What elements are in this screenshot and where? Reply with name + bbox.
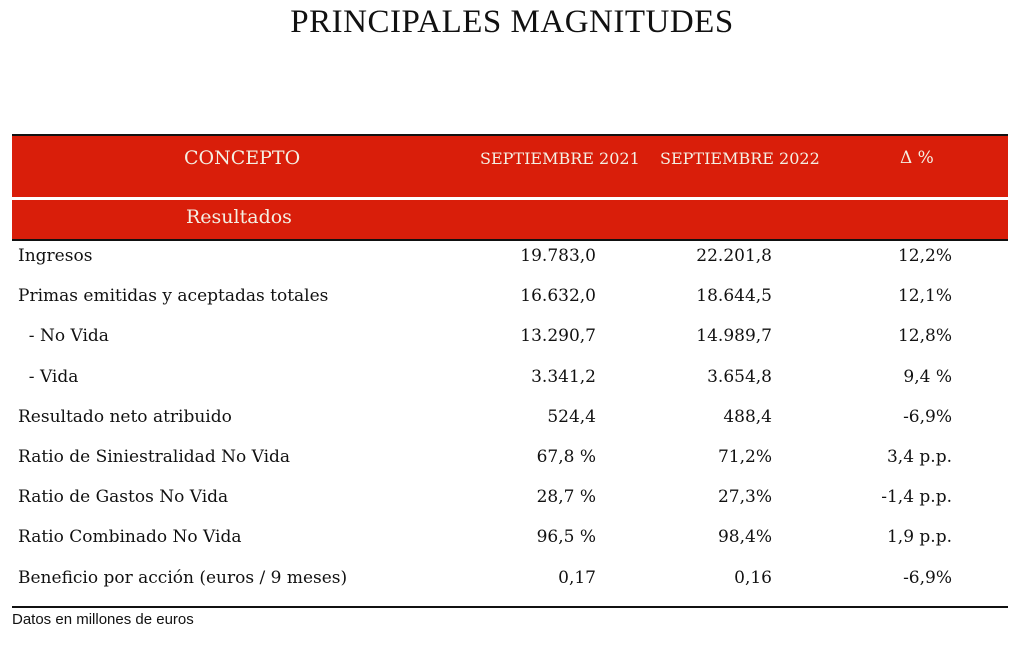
row-delta: -1,4 p.p. — [881, 487, 952, 508]
row-label: - Vida — [18, 366, 79, 387]
table-header: CONCEPTO SEPTIEMBRE 2021 SEPTIEMBRE 2022… — [12, 136, 1008, 197]
row-label: Ratio Combinado No Vida — [18, 527, 242, 548]
table-row: Beneficio por acción (euros / 9 meses) 0… — [12, 563, 1008, 603]
row-delta: 9,4 % — [903, 366, 952, 387]
header-septiembre-2022: SEPTIEMBRE 2022 — [660, 149, 820, 168]
row-value-2021: 524,4 — [547, 406, 596, 427]
header-concepto: CONCEPTO — [184, 147, 301, 169]
table-row: Resultado neto atribuido 524,4 488,4 -6,… — [12, 402, 1008, 442]
row-delta: 12,2% — [897, 246, 952, 266]
row-delta: 12,8% — [897, 326, 952, 347]
row-value-2022: 3.654,8 — [707, 366, 772, 387]
row-label: Ingresos — [18, 246, 93, 266]
row-label: - No Vida — [18, 326, 109, 347]
table-row: - Vida 3.341,2 3.654,8 9,4 % — [12, 362, 1008, 402]
row-delta: -6,9% — [903, 406, 952, 427]
row-value-2022: 71,2% — [717, 446, 772, 467]
magnitudes-table: CONCEPTO SEPTIEMBRE 2021 SEPTIEMBRE 2022… — [12, 134, 1008, 603]
row-value-2022: 98,4% — [717, 527, 772, 548]
table-bottom-rule — [12, 606, 1008, 608]
row-value-2022: 14.989,7 — [696, 326, 772, 347]
table-row: Ingresos 19.783,0 22.201,8 12,2% — [12, 241, 1008, 281]
table-body: Ingresos 19.783,0 22.201,8 12,2% Primas … — [12, 241, 1008, 603]
header-septiembre-2021: SEPTIEMBRE 2021 — [480, 149, 640, 168]
row-value-2021: 3.341,2 — [531, 366, 596, 387]
row-label: Ratio de Gastos No Vida — [18, 487, 229, 508]
page-title: PRINCIPALES MAGNITUDES — [290, 4, 734, 40]
row-value-2021: 28,7 % — [536, 487, 596, 508]
row-label: Beneficio por acción (euros / 9 meses) — [18, 567, 348, 588]
section-rule — [12, 239, 1008, 241]
header-delta-percent: Δ % — [900, 148, 934, 168]
table-top-rule — [12, 134, 1008, 136]
row-value-2021: 19.783,0 — [520, 246, 596, 266]
row-delta: 3,4 p.p. — [886, 446, 952, 467]
row-value-2022: 488,4 — [723, 406, 772, 427]
row-value-2021: 16.632,0 — [520, 286, 596, 307]
row-value-2021: 13.290,7 — [520, 326, 596, 347]
row-value-2021: 67,8 % — [536, 446, 596, 467]
row-label: Resultado neto atribuido — [18, 406, 232, 427]
row-value-2021: 0,17 — [558, 567, 596, 588]
row-value-2022: 22.201,8 — [696, 246, 772, 266]
table-row: Ratio de Siniestralidad No Vida 67,8 % 7… — [12, 442, 1008, 482]
row-value-2021: 96,5 % — [536, 527, 596, 548]
row-label: Ratio de Siniestralidad No Vida — [18, 446, 291, 467]
row-value-2022: 18.644,5 — [696, 286, 772, 307]
row-delta: 12,1% — [897, 286, 952, 307]
section-header: Resultados — [12, 200, 1008, 239]
row-label: Primas emitidas y aceptadas totales — [18, 286, 329, 307]
row-delta: -6,9% — [903, 567, 952, 588]
table-row: Ratio de Gastos No Vida 28,7 % 27,3% -1,… — [12, 482, 1008, 522]
table-row: - No Vida 13.290,7 14.989,7 12,8% — [12, 321, 1008, 361]
row-value-2022: 0,16 — [734, 567, 772, 588]
row-delta: 1,9 p.p. — [886, 527, 952, 548]
table-row: Ratio Combinado No Vida 96,5 % 98,4% 1,9… — [12, 522, 1008, 562]
footnote: Datos en millones de euros — [12, 611, 194, 628]
section-label-resultados: Resultados — [186, 206, 292, 228]
table-row: Primas emitidas y aceptadas totales 16.6… — [12, 281, 1008, 321]
row-value-2022: 27,3% — [717, 487, 772, 508]
